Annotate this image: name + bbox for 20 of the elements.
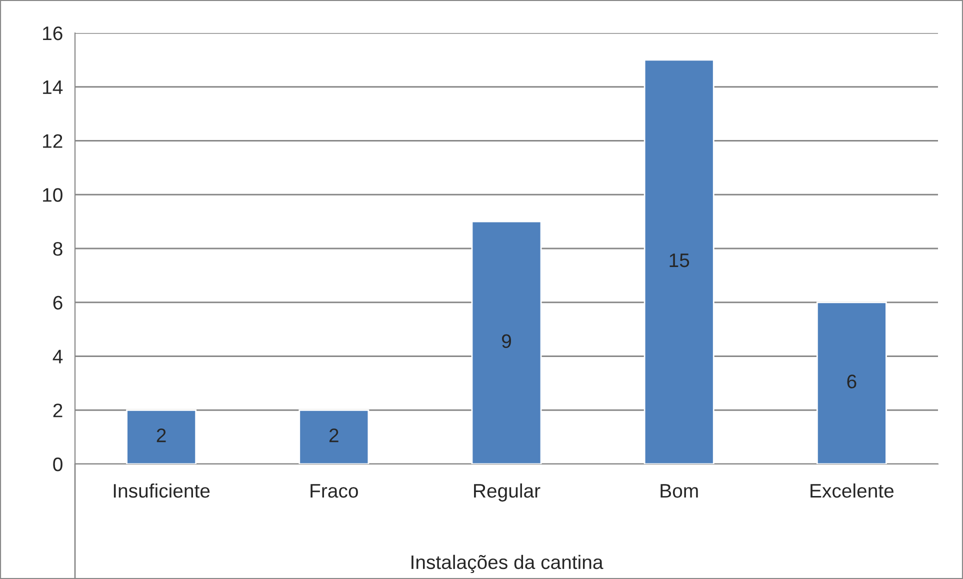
data-label: 9 [502,334,511,348]
y-tick-label: 14 [43,80,63,94]
data-label: 6 [847,374,856,388]
y-tick-label: 12 [43,134,62,148]
data-label: 2 [329,428,338,442]
y-tick-label: 0 [53,457,62,472]
x-tick-label: Regular [474,483,540,502]
x-tick-label: Insuficiente [114,483,210,498]
y-tick-label: 10 [43,188,62,202]
x-tick-label: Fraco [310,484,358,498]
x-tick-label: Bom [660,484,698,498]
y-tick-label: 8 [53,242,62,256]
y-tick-label: 2 [53,404,62,418]
data-label: 2 [156,428,166,442]
x-axis-title: Instalações da cantina [412,554,604,574]
data-label: 15 [670,254,690,268]
y-tick-label: 6 [53,296,62,310]
x-tick-label: Excelente [810,483,894,498]
y-tick-label: 16 [43,26,62,40]
y-tick-label: 4 [52,350,63,364]
